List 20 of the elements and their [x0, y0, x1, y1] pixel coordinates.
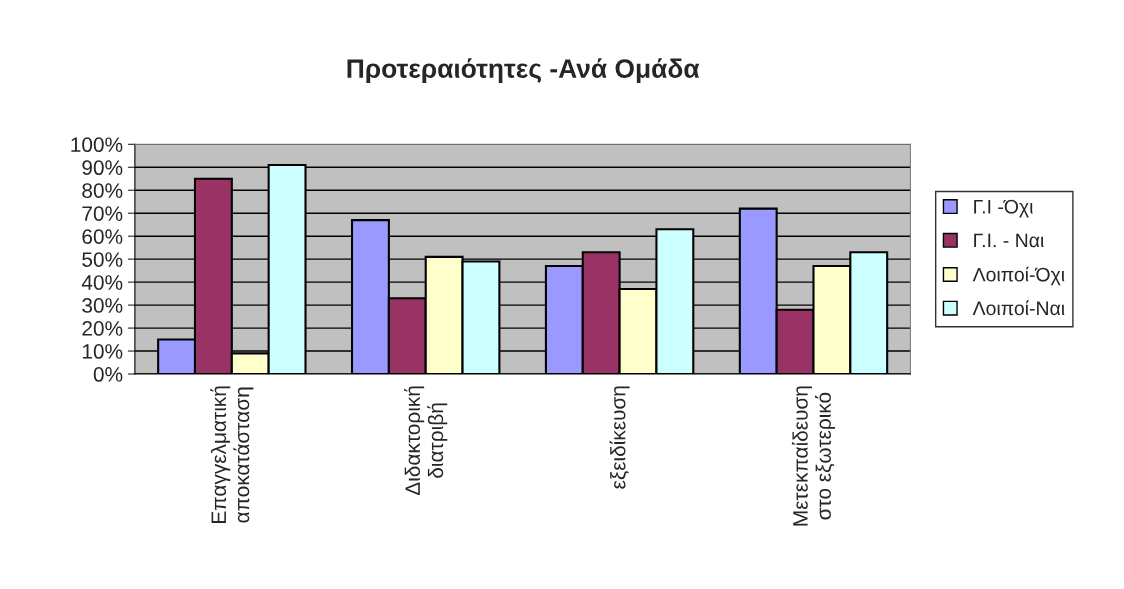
y-tick-label: 40%: [81, 275, 123, 290]
y-tick-label: 50%: [82, 252, 123, 267]
x-tick-label: Επαγγελματική αποκατάσταση: [210, 386, 254, 523]
x-tick-label: Μετεκπαίδευση στο εξωτερικό: [791, 386, 836, 526]
y-tick-label: 30%: [82, 298, 123, 313]
chart-title: Προτεραιότητες -Ανά Ομάδα: [347, 58, 700, 84]
legend-label: Λοιποί-Όχι: [972, 266, 1065, 286]
y-tick-label: 80%: [82, 183, 123, 198]
legend-label: Λοιποί-Ναι: [972, 300, 1065, 316]
y-tick-label: 60%: [82, 229, 123, 244]
x-tick-label: εξειδίκευση: [609, 386, 630, 489]
legend-label: Γ.Ι -Όχι: [974, 199, 1033, 218]
y-tick-label: 10%: [82, 344, 123, 359]
x-tick-label: Διδακτορική διατριβή: [404, 386, 448, 496]
y-tick-label: 90%: [82, 160, 123, 176]
y-tick-label: 20%: [82, 321, 123, 336]
y-tick-label: 100%: [71, 137, 123, 153]
legend-label: Γ.Ι. - Ναι: [974, 233, 1044, 248]
y-tick-label: 70%: [82, 206, 123, 221]
y-tick-label: 0%: [93, 367, 123, 382]
